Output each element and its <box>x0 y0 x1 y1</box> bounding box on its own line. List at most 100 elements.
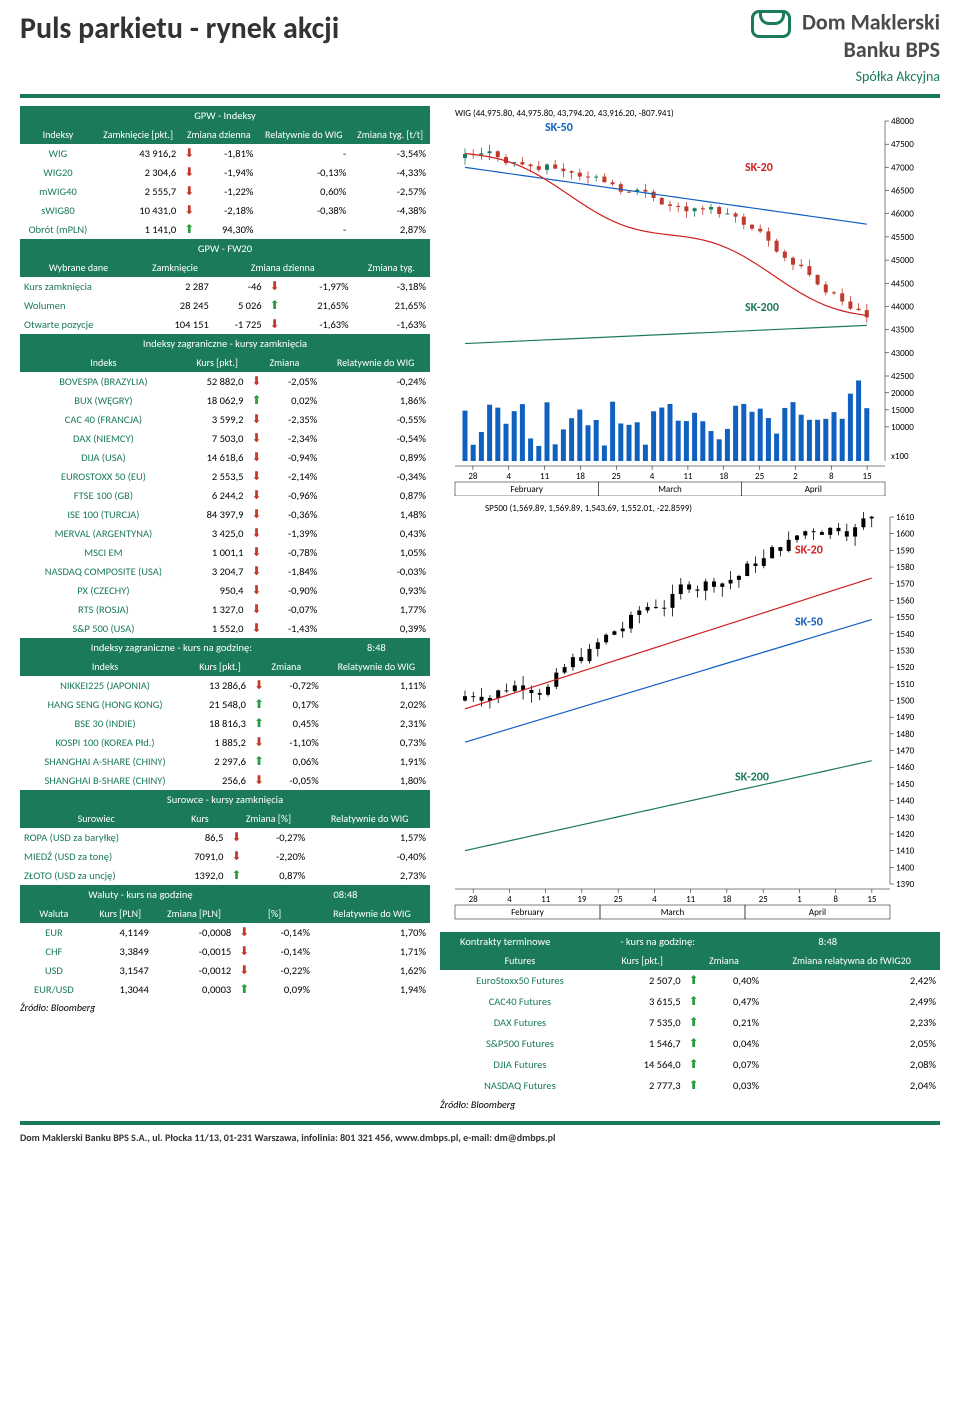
arrow-down-icon: ⬇ <box>239 945 249 959</box>
svg-text:April: April <box>805 484 822 495</box>
svg-text:WIG (44,975.80, 44,975.80, 43,: WIG (44,975.80, 44,975.80, 43,794.20, 43… <box>455 108 674 119</box>
page-header: Puls parkietu - rynek akcji Dom Maklersk… <box>20 10 940 98</box>
arrow-down-icon: ⬇ <box>252 470 262 484</box>
table-row: SHANGHAI A-SHARE (CHINY)2 297,6⬆0,06%1,9… <box>20 752 430 771</box>
table-row: SHANGHAI B-SHARE (CHINY)256,6⬇-0,05%1,80… <box>20 771 430 790</box>
svg-text:1540: 1540 <box>896 629 915 640</box>
table-row: Wolumen28 2455 026⬆21,65%21,65% <box>20 296 430 315</box>
arrow-up-icon: ⬆ <box>252 394 262 408</box>
arrow-down-icon: ⬇ <box>252 546 262 560</box>
arrow-down-icon: ⬇ <box>252 375 262 389</box>
table-row: DAX Futures7 535,0⬆0,21%2,23% <box>440 1012 940 1033</box>
svg-text:1510: 1510 <box>896 679 915 690</box>
svg-text:8: 8 <box>833 894 838 905</box>
svg-text:1590: 1590 <box>896 546 915 557</box>
svg-text:SK-20: SK-20 <box>795 544 823 558</box>
svg-text:19: 19 <box>577 894 587 905</box>
table-row: BSE 30 (INDIE)18 816,3⬆0,45%2,31% <box>20 714 430 733</box>
arrow-down-icon: ⬇ <box>231 850 241 864</box>
table-row: NIKKEI225 (JAPONIA)13 286,6⬇-0,72%1,11% <box>20 676 430 695</box>
svg-text:8: 8 <box>829 471 834 482</box>
source-right: Źródło: Bloomberg <box>440 1098 940 1111</box>
svg-text:47000: 47000 <box>891 163 914 174</box>
svg-text:1460: 1460 <box>896 763 915 774</box>
svg-text:43500: 43500 <box>891 325 914 336</box>
arrow-down-icon: ⬇ <box>184 204 194 218</box>
svg-text:42500: 42500 <box>891 371 914 382</box>
svg-text:SK-200: SK-200 <box>745 301 779 315</box>
table-row: WIG202 304,6⬇-1,94%-0,13%-4,33% <box>20 163 430 182</box>
svg-text:1520: 1520 <box>896 663 915 674</box>
arrow-down-icon: ⬇ <box>184 166 194 180</box>
table-row: NASDAQ COMPOSITE (USA)3 204,7⬇-1,84%-0,0… <box>20 562 430 581</box>
svg-text:11: 11 <box>541 894 551 905</box>
table-row: Kurs zamknięcia2 287-46⬇-1,97%-3,18% <box>20 277 430 296</box>
footer: Dom Maklerski Banku BPS S.A., ul. Płocka… <box>20 1121 940 1144</box>
table-row: S&P 500 (USA)1 552,0⬇-1,43%0,39% <box>20 619 430 638</box>
table-row: MERVAL (ARGENTYNA)3 425,0⬇-1,39%0,43% <box>20 524 430 543</box>
svg-text:10000: 10000 <box>891 422 914 433</box>
commodities-table: Surowce - kursy zamknięcia Surowiec Kurs… <box>20 790 430 885</box>
arrow-up-icon: ⬆ <box>689 1079 699 1093</box>
svg-text:4: 4 <box>652 894 657 905</box>
svg-text:28: 28 <box>468 471 478 482</box>
svg-text:2: 2 <box>793 471 798 482</box>
svg-text:46000: 46000 <box>891 209 914 220</box>
table-row: HANG SENG (HONG KONG)21 548,0⬆0,17%2,02% <box>20 695 430 714</box>
table-row: MSCI EM1 001,1⬇-0,78%1,05% <box>20 543 430 562</box>
arrow-down-icon: ⬇ <box>254 679 264 693</box>
table-row: KOSPI 100 (KOREA Płd.)1 885,2⬇-1,10%0,73… <box>20 733 430 752</box>
svg-text:1560: 1560 <box>896 596 915 607</box>
svg-text:11: 11 <box>683 471 693 482</box>
svg-text:20000: 20000 <box>891 388 914 399</box>
arrow-down-icon: ⬇ <box>184 147 194 161</box>
arrow-down-icon: ⬇ <box>270 318 280 332</box>
arrow-up-icon: ⬆ <box>689 974 699 988</box>
svg-text:1390: 1390 <box>896 879 915 890</box>
svg-text:44000: 44000 <box>891 302 914 313</box>
svg-text:4: 4 <box>506 471 511 482</box>
table-row: BUX (WĘGRY)18 062,9⬆0,02%1,86% <box>20 391 430 410</box>
svg-text:43000: 43000 <box>891 348 914 359</box>
arrow-up-icon: ⬆ <box>231 869 241 883</box>
arrow-up-icon: ⬆ <box>689 1016 699 1030</box>
svg-text:1530: 1530 <box>896 646 915 657</box>
svg-text:4: 4 <box>650 471 655 482</box>
table-row: PX (CZECHY)950,4⬇-0,90%0,93% <box>20 581 430 600</box>
source-left: Źródło: Bloomberg <box>20 1001 430 1014</box>
svg-text:28: 28 <box>469 894 479 905</box>
svg-text:1480: 1480 <box>896 729 915 740</box>
table-row: EUROSTOXX 50 (EU)2 553,5⬇-2,14%-0,34% <box>20 467 430 486</box>
futures-table: Kontrakty terminowe - kurs na godzinę: 8… <box>440 932 940 1096</box>
table-row: CAC 40 (FRANCJA)3 599,2⬇-2,35%-0,55% <box>20 410 430 429</box>
svg-text:44500: 44500 <box>891 279 914 290</box>
svg-text:1600: 1600 <box>896 529 915 540</box>
table-row: BOVESPA (BRAZYLIA)52 882,0⬇-2,05%-0,24% <box>20 372 430 391</box>
svg-text:x100: x100 <box>891 451 909 462</box>
svg-text:18: 18 <box>722 894 732 905</box>
svg-text:18: 18 <box>719 471 729 482</box>
table-row: ZŁOTO (USD za uncję)1392,0⬆0,87%2,73% <box>20 866 430 885</box>
svg-text:1410: 1410 <box>896 846 915 857</box>
table-row: EUR4,1149-0,0008⬇-0,14%1,70% <box>20 923 430 942</box>
arrow-down-icon: ⬇ <box>231 831 241 845</box>
table-row: WIG43 916,2⬇-1,81%--3,54% <box>20 144 430 163</box>
arrow-up-icon: ⬆ <box>689 1058 699 1072</box>
table-row: ISE 100 (TURCJA)84 397,9⬇-0,36%1,48% <box>20 505 430 524</box>
svg-text:15: 15 <box>867 894 877 905</box>
table-row: CHF3,3849-0,0015⬇-0,14%1,71% <box>20 942 430 961</box>
svg-text:4: 4 <box>507 894 512 905</box>
svg-text:SK-50: SK-50 <box>795 616 823 630</box>
right-column: 4800047500470004650046000455004500044500… <box>440 106 940 1111</box>
table-row: sWIG8010 431,0⬇-2,18%-0,38%-4,38% <box>20 201 430 220</box>
svg-text:March: March <box>661 907 685 918</box>
arrow-down-icon: ⬇ <box>252 508 262 522</box>
arrow-down-icon: ⬇ <box>252 413 262 427</box>
table-row: EUR/USD1,30440,0003⬆0,09%1,94% <box>20 980 430 999</box>
svg-text:1500: 1500 <box>896 696 915 707</box>
table-row: DAX (NIEMCY)7 503,0⬇-2,34%-0,54% <box>20 429 430 448</box>
table-row: FTSE 100 (GB)6 244,2⬇-0,96%0,87% <box>20 486 430 505</box>
arrow-down-icon: ⬇ <box>270 280 280 294</box>
table-row: USD3,1547-0,0012⬇-0,22%1,62% <box>20 961 430 980</box>
foreign-close-table: Indeksy zagraniczne - kursy zamknięcia I… <box>20 334 430 638</box>
